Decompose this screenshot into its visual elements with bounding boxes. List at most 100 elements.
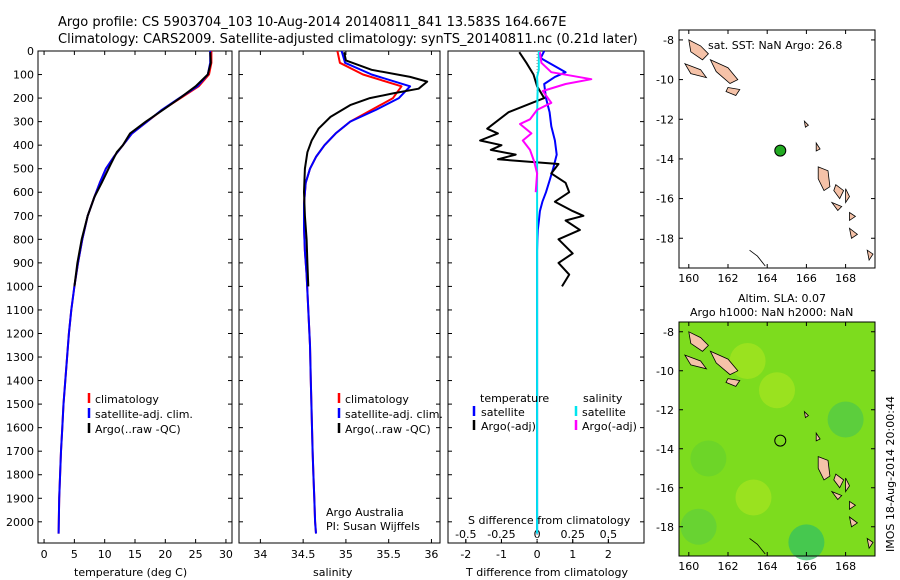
island-landmass: [709, 58, 739, 84]
t-difference-xlabel: T difference from climatology: [465, 566, 628, 579]
y-tick-label: 400: [13, 139, 34, 152]
island-landmass: [709, 350, 739, 376]
y-tick-label: 1700: [6, 445, 34, 458]
island-landmass: [683, 62, 708, 79]
y-tick-label: 900: [13, 257, 34, 270]
y-tick-label: -8: [663, 34, 674, 47]
y-tick-label: 1100: [6, 304, 34, 317]
figure-title-line2: Climatology: CARS2009. Satellite-adjuste…: [58, 32, 638, 47]
island-landmass: [815, 141, 821, 152]
island-landmass: [688, 331, 709, 352]
y-tick-label: 2000: [6, 516, 34, 529]
y-tick-label: 1300: [6, 351, 34, 364]
sla-field-patch: [735, 479, 772, 516]
island-landmass: [830, 490, 843, 501]
sla-field-patch: [690, 440, 727, 477]
series-line-climatology: [57, 51, 213, 534]
temperature-panel: 0100200300400500600700800900100011001200…: [6, 45, 233, 561]
island-landmass: [803, 410, 810, 419]
salinity-xlabel: salinity: [313, 566, 353, 579]
x-tick-label: 35: [339, 548, 353, 561]
x-tick-label: 5: [71, 548, 78, 561]
y-tick-label: 0: [27, 45, 34, 58]
figure-title-line1: Argo profile: CS 5903704_103 10-Aug-2014…: [58, 15, 566, 30]
map-frame: [678, 321, 876, 557]
island-landmass: [833, 473, 845, 489]
x-tick-label: 162: [718, 272, 739, 285]
x-tick-label: -1: [496, 548, 507, 561]
reef-outline: [749, 538, 766, 555]
legend-label-salinity: salinity: [583, 392, 623, 405]
x-tick-label: 166: [796, 272, 817, 285]
imos-timestamp-label: IMOS 18-Aug-2014 20:00:44: [884, 396, 897, 552]
series-line-t-argo: [479, 51, 585, 287]
sla-map-title-line1: Altim. SLA: 0.07: [738, 292, 826, 305]
x-tick-label: 0.25: [560, 528, 585, 541]
island-landmass: [845, 477, 850, 493]
island-landmass: [725, 87, 741, 96]
map-frame: [678, 29, 876, 269]
y-tick-label: 100: [13, 69, 34, 82]
x-tick-label: 168: [835, 560, 856, 573]
sla-field-patch: [788, 524, 825, 561]
x-tick-label: 1: [569, 548, 576, 561]
y-tick-label: -16: [656, 193, 674, 206]
x-tick-label: 164: [757, 272, 778, 285]
y-tick-label: -12: [656, 113, 674, 126]
series-line-climatology: [303, 50, 403, 534]
sla-field-patch: [680, 508, 717, 545]
x-tick-label: 10: [98, 548, 112, 561]
plot-frame: [238, 50, 441, 544]
x-tick-label: 168: [835, 272, 856, 285]
y-tick-label: 600: [13, 186, 34, 199]
sla-map-panel: 160 162 164 166 168 -8 -10 -12 -14 -16 -18: [656, 321, 876, 573]
legend-label-s-argo: Argo(-adj): [582, 420, 637, 433]
island-landmass: [817, 166, 831, 192]
x-tick-label: 36: [424, 548, 438, 561]
y-tick-label: 1500: [6, 398, 34, 411]
legend-label-climatology: climatology: [345, 393, 409, 406]
y-tick-label: 500: [13, 163, 34, 176]
y-tick-label: -18: [656, 521, 674, 534]
reef-outline: [749, 249, 766, 267]
y-tick-label: 200: [13, 92, 34, 105]
sla-field-patch: [827, 401, 864, 438]
y-tick-label: -10: [656, 365, 674, 378]
temperature-xlabel: temperature (deg C): [74, 566, 187, 579]
y-tick-label: 800: [13, 233, 34, 246]
x-tick-label: 34: [253, 548, 267, 561]
island-landmass: [833, 184, 845, 200]
legend-label-satellite-adj: satellite-adj. clim.: [95, 408, 193, 421]
island-landmass: [683, 354, 708, 370]
series-line-argo: [303, 51, 429, 287]
y-tick-label: 1900: [6, 492, 34, 505]
y-tick-label: 1800: [6, 469, 34, 482]
series-line-satellite: [303, 50, 412, 534]
island-landmass: [815, 431, 821, 442]
x-tick-label: 30: [219, 548, 233, 561]
y-tick-label: -14: [656, 443, 674, 456]
x-tick-label: 0: [41, 548, 48, 561]
sla-field-patch: [759, 372, 795, 409]
temperature-legend: climatology satellite-adj. clim. Argo(..…: [95, 393, 193, 436]
plot-frame: [447, 50, 645, 544]
island-landmass: [848, 516, 859, 528]
x-tick-label: -0.5: [455, 528, 476, 541]
salinity-panel: 34 34.5 35 35.5 36: [238, 50, 441, 561]
salinity-legend: climatology satellite-adj. clim. Argo(..…: [345, 393, 443, 436]
x-tick-label: 34.5: [291, 548, 316, 561]
legend-label-argo: Argo(..raw -QC): [345, 423, 431, 436]
series-line-argo: [73, 52, 212, 287]
y-tick-label: 700: [13, 210, 34, 223]
legend-label-argo: Argo(..raw -QC): [95, 423, 181, 436]
x-tick-label: 164: [757, 560, 778, 573]
y-tick-label: -14: [656, 153, 674, 166]
island-landmass: [849, 500, 857, 510]
y-tick-label: -16: [656, 482, 674, 495]
argo-float-marker: [774, 144, 787, 157]
x-tick-label: -2: [460, 548, 471, 561]
y-tick-label: -10: [656, 74, 674, 87]
sla-field-patch: [729, 343, 766, 379]
island-landmass: [803, 120, 810, 128]
